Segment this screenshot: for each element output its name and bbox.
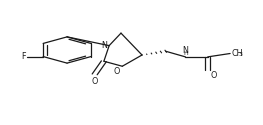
Text: F: F <box>22 52 26 61</box>
Text: O: O <box>211 71 217 80</box>
Text: 3: 3 <box>239 52 243 57</box>
Text: O: O <box>92 77 98 86</box>
Text: CH: CH <box>231 49 243 58</box>
Text: N: N <box>183 46 188 55</box>
Text: O: O <box>114 67 120 76</box>
Text: H: H <box>183 51 188 56</box>
Text: N: N <box>101 40 107 50</box>
